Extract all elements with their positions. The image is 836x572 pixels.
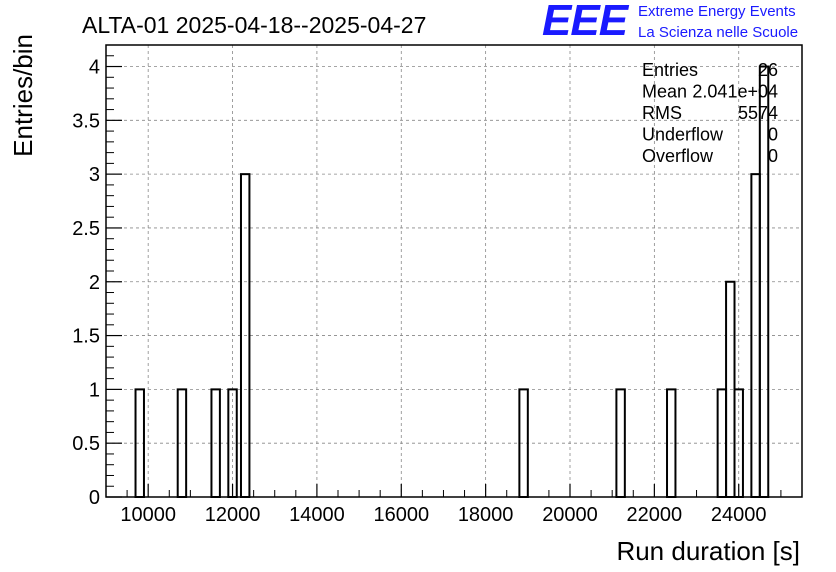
x-tick-label: 12000 bbox=[205, 504, 261, 526]
stats-value: 26 bbox=[758, 60, 778, 80]
chart-title: ALTA-01 2025-04-18--2025-04-27 bbox=[82, 12, 426, 38]
stats-label: Overflow bbox=[642, 146, 714, 166]
eee-logo: EEE Extreme Energy Events La Scienza nel… bbox=[542, 0, 832, 46]
y-tick-label: 0.5 bbox=[72, 433, 100, 455]
x-tick-label: 22000 bbox=[627, 504, 683, 526]
stats-label: Underflow bbox=[642, 125, 724, 145]
x-tick-label: 16000 bbox=[373, 504, 429, 526]
y-tick-label: 1 bbox=[89, 379, 100, 401]
stats-label: Mean bbox=[642, 82, 687, 102]
stats-label: Entries bbox=[642, 60, 698, 80]
x-tick-label: 10000 bbox=[120, 504, 176, 526]
stats-label: RMS bbox=[642, 103, 682, 123]
x-tick-label: 14000 bbox=[289, 504, 345, 526]
y-tick-label: 2 bbox=[89, 272, 100, 294]
logo-line-1: Extreme Energy Events bbox=[638, 3, 796, 20]
x-axis-label: Run duration [s] bbox=[616, 536, 800, 566]
y-tick-label: 0 bbox=[89, 487, 100, 509]
plot-frame bbox=[105, 44, 803, 498]
stats-value: 0 bbox=[768, 146, 778, 166]
y-tick-label: 3 bbox=[89, 164, 100, 186]
y-tick-label: 1.5 bbox=[72, 326, 100, 348]
eee-logo-mark: EEE bbox=[542, 0, 628, 45]
logo-line-2: La Scienza nelle Scuole bbox=[638, 24, 799, 41]
y-tick-label: 4 bbox=[89, 57, 100, 79]
axis-ticks: 10000 12000 14000 16000 18000 20000 22000 24000… bbox=[72, 55, 803, 526]
histogram-bars bbox=[134, 65, 770, 499]
stats-value: 0 bbox=[768, 125, 778, 145]
stats-box: Entries 26 Mean 2.041e+04 RMS 5574 Underflow 0 O… bbox=[642, 60, 778, 166]
stats-value: 5574 bbox=[738, 103, 778, 123]
y-tick-label: 2.5 bbox=[72, 218, 100, 240]
x-tick-label: 18000 bbox=[458, 504, 514, 526]
grid-lines bbox=[106, 45, 802, 497]
x-tick-label: 24000 bbox=[711, 504, 767, 526]
stats-value: 2.041e+04 bbox=[692, 82, 778, 102]
y-tick-label: 3.5 bbox=[72, 110, 100, 132]
y-axis-label: Entries/bin bbox=[8, 34, 38, 157]
x-tick-label: 20000 bbox=[542, 504, 598, 526]
